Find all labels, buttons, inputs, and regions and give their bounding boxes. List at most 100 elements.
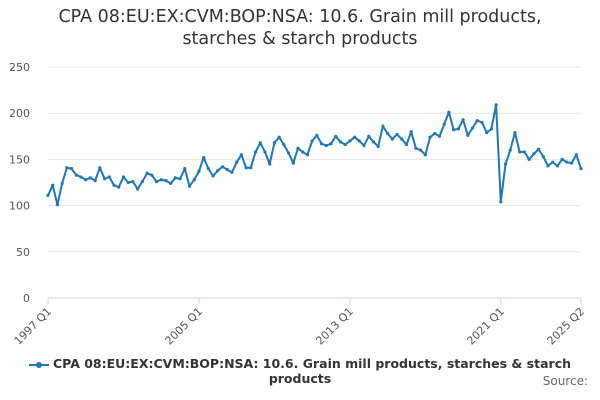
data-point[interactable] [239, 153, 243, 157]
data-point[interactable] [518, 150, 522, 154]
data-point[interactable] [499, 200, 503, 204]
data-point[interactable] [367, 134, 371, 138]
data-point[interactable] [197, 169, 201, 174]
data-point[interactable] [74, 173, 78, 177]
data-point[interactable] [159, 178, 163, 182]
data-point[interactable] [225, 167, 229, 172]
data-point[interactable] [310, 139, 314, 143]
data-point[interactable] [456, 127, 460, 131]
data-point[interactable] [202, 155, 206, 160]
data-point[interactable] [574, 153, 578, 157]
data-point[interactable] [51, 183, 55, 187]
data-point[interactable] [319, 142, 324, 146]
data-point[interactable] [263, 150, 267, 154]
data-point[interactable] [84, 178, 88, 182]
data-point[interactable] [65, 166, 69, 170]
data-point[interactable] [192, 178, 196, 182]
data-point[interactable] [480, 120, 484, 125]
data-point[interactable] [536, 147, 541, 151]
data-point[interactable] [145, 171, 149, 175]
data-point[interactable] [178, 177, 182, 181]
data-point[interactable] [560, 157, 564, 161]
data-point[interactable] [154, 179, 159, 184]
data-point[interactable] [442, 122, 446, 126]
data-point[interactable] [235, 160, 239, 164]
data-point[interactable] [352, 135, 357, 139]
data-point[interactable] [338, 140, 343, 144]
data-point[interactable] [79, 175, 83, 179]
data-point[interactable] [428, 135, 432, 139]
data-point[interactable] [117, 185, 121, 189]
data-point[interactable] [206, 167, 210, 171]
data-point[interactable] [386, 131, 390, 136]
data-point[interactable] [485, 131, 489, 135]
data-point[interactable] [169, 181, 173, 186]
data-point[interactable] [551, 160, 555, 164]
data-point[interactable] [357, 139, 361, 143]
data-point[interactable] [272, 141, 277, 145]
data-point[interactable] [400, 137, 404, 141]
data-point[interactable] [173, 176, 177, 180]
data-point[interactable] [301, 150, 305, 154]
data-point[interactable] [565, 160, 569, 164]
data-point[interactable] [187, 184, 192, 188]
data-point[interactable] [305, 153, 310, 157]
data-point[interactable] [503, 162, 508, 166]
data-point[interactable] [277, 135, 281, 139]
data-point[interactable] [371, 140, 376, 144]
legend[interactable]: CPA 08:EU:EX:CVM:BOP:NSA: 10.6. Grain mi… [0, 356, 600, 386]
data-point[interactable] [447, 110, 451, 114]
data-point[interactable] [348, 139, 352, 143]
data-point[interactable] [324, 143, 328, 148]
data-point[interactable] [381, 124, 385, 128]
data-point[interactable] [258, 141, 262, 145]
data-point[interactable] [121, 175, 126, 179]
data-point[interactable] [150, 173, 154, 177]
data-point[interactable] [126, 180, 130, 185]
data-point[interactable] [579, 167, 583, 171]
data-point[interactable] [60, 181, 64, 186]
data-point[interactable] [433, 131, 437, 136]
data-point[interactable] [253, 150, 258, 154]
data-point[interactable] [291, 161, 295, 165]
data-point[interactable] [286, 151, 291, 155]
data-point[interactable] [414, 146, 418, 150]
data-point[interactable] [404, 143, 409, 147]
data-point[interactable] [343, 143, 347, 147]
data-point[interactable] [249, 166, 253, 170]
data-point[interactable] [376, 144, 380, 149]
data-point[interactable] [437, 134, 442, 138]
data-point[interactable] [475, 118, 479, 123]
data-point[interactable] [69, 167, 74, 171]
data-point[interactable] [470, 126, 475, 130]
data-point[interactable] [489, 127, 493, 131]
data-point[interactable] [494, 103, 498, 107]
data-point[interactable] [268, 162, 272, 166]
data-point[interactable] [395, 132, 399, 137]
data-point[interactable] [220, 165, 225, 169]
data-point[interactable] [362, 143, 366, 148]
data-point[interactable] [211, 174, 215, 178]
data-point[interactable] [112, 183, 116, 187]
data-point[interactable] [334, 134, 338, 138]
data-point[interactable] [419, 148, 423, 152]
data-point[interactable] [244, 166, 248, 170]
data-point[interactable] [136, 187, 140, 191]
data-point[interactable] [569, 161, 574, 165]
data-point[interactable] [508, 148, 512, 152]
data-point[interactable] [296, 146, 300, 150]
data-point[interactable] [541, 155, 545, 159]
data-point[interactable] [527, 157, 531, 161]
data-point[interactable] [546, 164, 550, 168]
data-point[interactable] [183, 167, 187, 171]
data-point[interactable] [390, 137, 394, 141]
data-point[interactable] [55, 203, 60, 207]
data-point[interactable] [131, 179, 135, 184]
data-point[interactable] [329, 142, 333, 146]
data-point[interactable] [107, 175, 111, 179]
data-point[interactable] [461, 118, 465, 122]
data-point[interactable] [103, 177, 107, 181]
data-point[interactable] [230, 170, 234, 174]
data-point[interactable] [140, 179, 144, 184]
data-point[interactable] [513, 131, 517, 135]
